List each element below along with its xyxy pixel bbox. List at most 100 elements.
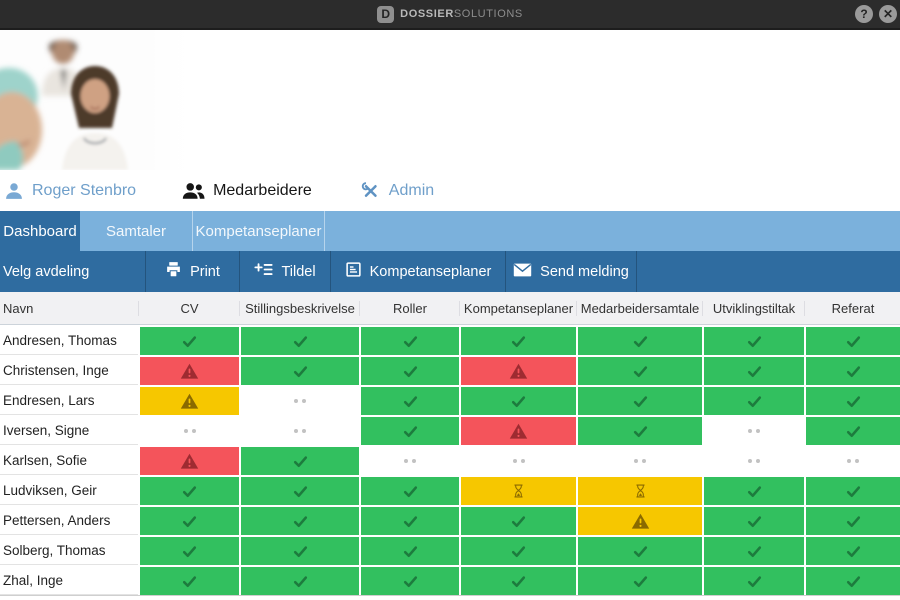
status-cell-none[interactable] <box>578 447 702 475</box>
status-cell-ok[interactable] <box>241 357 359 385</box>
status-cell-alert[interactable] <box>461 357 576 385</box>
status-cell-ok[interactable] <box>241 327 359 355</box>
employee-name[interactable]: Christensen, Inge <box>0 357 138 385</box>
status-cell-none[interactable] <box>461 447 576 475</box>
status-cell-alert[interactable] <box>461 417 576 445</box>
competence-plans-button[interactable]: Kompetanseplaner <box>331 251 506 292</box>
status-cell-ok[interactable] <box>140 537 239 565</box>
status-cell-ok[interactable] <box>361 327 459 355</box>
check-icon <box>633 425 647 437</box>
status-cell-ok[interactable] <box>140 567 239 595</box>
top-bar: D DOSSIERSOLUTIONS ? ✕ <box>0 0 900 30</box>
status-cell-ok[interactable] <box>361 567 459 595</box>
nav-user-label: Roger Stenbro <box>32 181 137 199</box>
status-cell-ok[interactable] <box>806 537 900 565</box>
print-button[interactable]: Print <box>146 251 240 292</box>
status-cell-ok[interactable] <box>806 357 900 385</box>
status-cell-ok[interactable] <box>241 507 359 535</box>
status-cell-ok[interactable] <box>704 537 804 565</box>
status-cell-ok[interactable] <box>704 387 804 415</box>
status-cell-ok[interactable] <box>704 327 804 355</box>
employee-name[interactable]: Zhal, Inge <box>0 567 138 595</box>
tab-bar: Dashboard Samtaler Kompetanseplaner <box>0 211 900 251</box>
department-selector[interactable]: Velg avdeling <box>0 251 146 292</box>
status-cell-ok[interactable] <box>578 327 702 355</box>
check-icon <box>747 365 761 377</box>
nav-item-admin[interactable]: Admin <box>360 181 434 201</box>
brand-icon: D <box>377 5 395 23</box>
status-cell-pending[interactable] <box>578 477 702 505</box>
status-cell-ok[interactable] <box>241 567 359 595</box>
status-cell-warn[interactable] <box>578 507 702 535</box>
status-cell-ok[interactable] <box>704 357 804 385</box>
close-icon[interactable]: ✕ <box>879 5 897 23</box>
status-cell-none[interactable] <box>241 417 359 445</box>
status-cell-ok[interactable] <box>806 417 900 445</box>
status-cell-ok[interactable] <box>461 507 576 535</box>
status-cell-ok[interactable] <box>140 477 239 505</box>
status-cell-ok[interactable] <box>806 507 900 535</box>
tab-dashboard[interactable]: Dashboard <box>0 211 80 251</box>
status-cell-ok[interactable] <box>241 477 359 505</box>
empty-dots-icon <box>847 459 859 463</box>
tab-samtaler[interactable]: Samtaler <box>80 211 193 251</box>
status-cell-ok[interactable] <box>361 417 459 445</box>
status-cell-none[interactable] <box>704 447 804 475</box>
nav-item-user[interactable]: Roger Stenbro <box>4 181 136 201</box>
employee-name[interactable]: Endresen, Lars <box>0 387 138 415</box>
status-cell-ok[interactable] <box>361 477 459 505</box>
status-cell-ok[interactable] <box>461 567 576 595</box>
status-cell-ok[interactable] <box>704 477 804 505</box>
status-cell-ok[interactable] <box>578 417 702 445</box>
check-icon <box>293 575 307 587</box>
assign-button[interactable]: Tildel <box>240 251 331 292</box>
status-cell-ok[interactable] <box>361 507 459 535</box>
check-icon <box>846 545 860 557</box>
employee-name[interactable]: Iversen, Signe <box>0 417 138 445</box>
help-icon[interactable]: ? <box>855 5 873 23</box>
competence-plan-icon <box>345 261 362 282</box>
nav-item-employees[interactable]: Medarbeidere <box>182 181 312 201</box>
status-cell-ok[interactable] <box>578 567 702 595</box>
status-cell-ok[interactable] <box>241 447 359 475</box>
status-cell-pending[interactable] <box>461 477 576 505</box>
status-cell-ok[interactable] <box>578 537 702 565</box>
status-cell-none[interactable] <box>140 417 239 445</box>
status-cell-none[interactable] <box>704 417 804 445</box>
status-cell-ok[interactable] <box>704 507 804 535</box>
status-cell-ok[interactable] <box>806 327 900 355</box>
status-cell-alert[interactable] <box>140 447 239 475</box>
employee-name[interactable]: Pettersen, Anders <box>0 507 138 535</box>
employee-name[interactable]: Ludviksen, Geir <box>0 477 138 505</box>
employee-name[interactable]: Karlsen, Sofie <box>0 447 138 475</box>
status-cell-ok[interactable] <box>461 537 576 565</box>
status-cell-ok[interactable] <box>361 387 459 415</box>
status-cell-ok[interactable] <box>140 507 239 535</box>
status-cell-ok[interactable] <box>806 477 900 505</box>
status-cell-ok[interactable] <box>578 357 702 385</box>
column-header-roller: Roller <box>359 300 459 316</box>
status-cell-ok[interactable] <box>704 567 804 595</box>
header-photo-area <box>0 30 900 170</box>
status-cell-none[interactable] <box>806 447 900 475</box>
status-cell-none[interactable] <box>361 447 459 475</box>
status-cell-ok[interactable] <box>806 387 900 415</box>
status-cell-ok[interactable] <box>461 387 576 415</box>
assign-label: Tildel <box>281 263 316 280</box>
status-cell-none[interactable] <box>241 387 359 415</box>
status-cell-ok[interactable] <box>578 387 702 415</box>
status-cell-ok[interactable] <box>461 327 576 355</box>
send-message-button[interactable]: Send melding <box>506 251 637 292</box>
tab-kompetanseplaner[interactable]: Kompetanseplaner <box>193 211 325 251</box>
check-icon <box>846 485 860 497</box>
employee-name[interactable]: Andresen, Thomas <box>0 327 138 355</box>
status-cell-ok[interactable] <box>241 537 359 565</box>
status-cell-alert[interactable] <box>140 357 239 385</box>
status-cell-ok[interactable] <box>361 537 459 565</box>
status-cell-ok[interactable] <box>140 327 239 355</box>
check-icon <box>747 515 761 527</box>
status-cell-ok[interactable] <box>806 567 900 595</box>
status-cell-warn[interactable] <box>140 387 239 415</box>
status-cell-ok[interactable] <box>361 357 459 385</box>
employee-name[interactable]: Solberg, Thomas <box>0 537 138 565</box>
